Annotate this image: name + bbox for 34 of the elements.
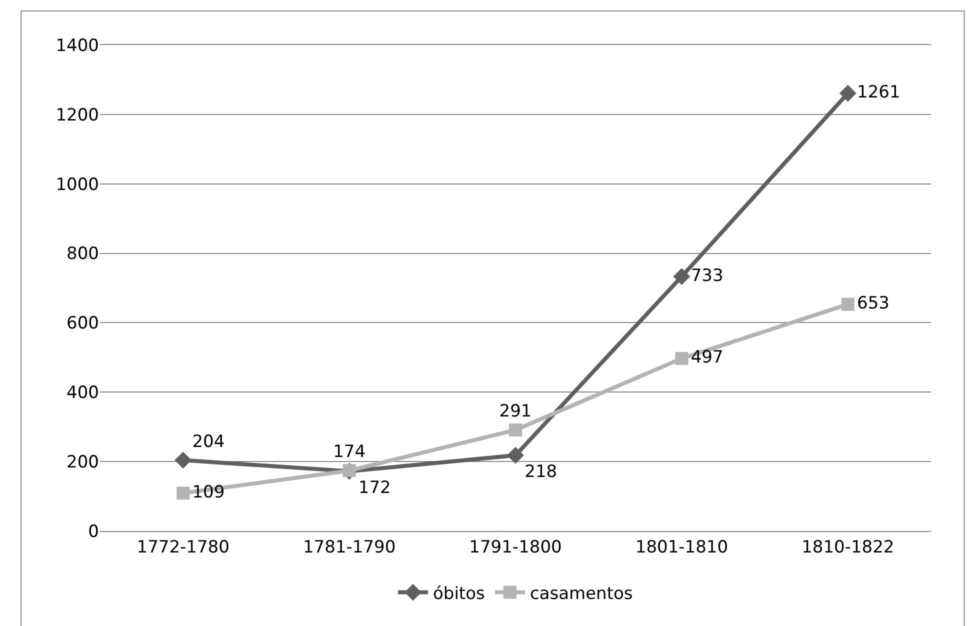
y-tick-label: 1000 xyxy=(56,174,99,195)
y-tick-label: 400 xyxy=(66,383,99,404)
point xyxy=(507,446,524,464)
data-label: 204 xyxy=(192,432,225,452)
point xyxy=(176,486,190,500)
data-label: 291 xyxy=(499,402,532,422)
data-label: 218 xyxy=(524,462,558,482)
x-tick-label: 1801-1810 xyxy=(635,537,728,558)
y-tick-label: 200 xyxy=(66,452,99,473)
point xyxy=(509,423,522,436)
point xyxy=(673,268,690,285)
point xyxy=(342,464,356,478)
y-tick-label: 1200 xyxy=(56,105,99,126)
y-tick-label: 0 xyxy=(88,522,99,542)
x-tick-label: 1791-1800 xyxy=(469,537,562,558)
y-tick-label: 1400 xyxy=(56,36,99,56)
data-label: 1261 xyxy=(857,82,900,102)
data-label: 497 xyxy=(690,348,724,368)
data-label: 109 xyxy=(192,482,225,502)
data-label: 733 xyxy=(690,266,724,286)
point xyxy=(839,84,856,102)
point xyxy=(841,298,854,311)
point xyxy=(675,352,688,365)
data-label: 174 xyxy=(333,442,366,462)
data-label: 653 xyxy=(857,294,890,314)
x-tick-label: 1772-1780 xyxy=(136,537,230,558)
x-tick-label: 1810-1822 xyxy=(802,537,894,558)
legend-label: óbitos xyxy=(433,584,485,604)
y-tick-label: 600 xyxy=(66,314,99,334)
y-tick-label: 800 xyxy=(66,244,99,264)
data-label: 172 xyxy=(358,478,391,498)
point xyxy=(174,452,192,469)
x-tick-label: 1781-1790 xyxy=(302,537,396,558)
legend-label: casamentos xyxy=(530,584,633,604)
